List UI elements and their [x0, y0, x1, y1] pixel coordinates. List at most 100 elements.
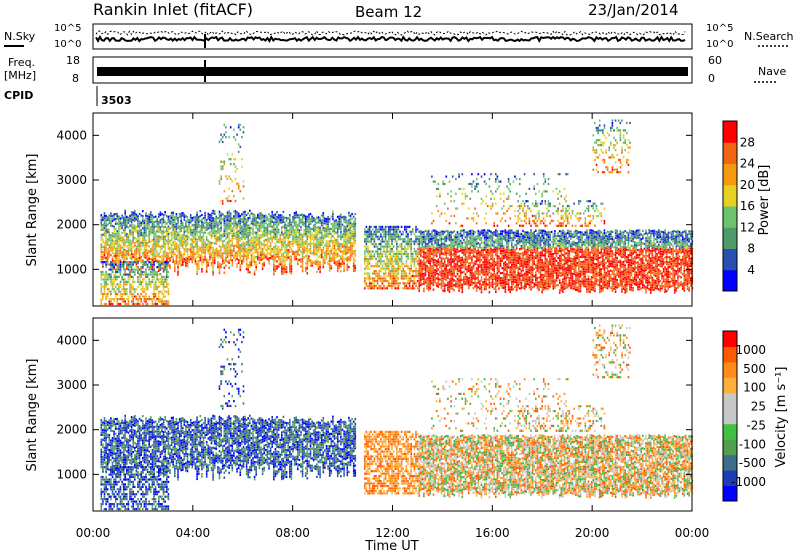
power-cell — [458, 250, 460, 253]
power-cell — [483, 261, 486, 264]
power-cell — [162, 280, 165, 283]
power-cell — [300, 243, 302, 246]
power-cell — [106, 278, 109, 281]
power-cell — [116, 244, 119, 247]
power-cell — [247, 251, 249, 254]
power-cell — [410, 230, 412, 233]
power-cell — [412, 284, 414, 287]
power-cell — [182, 261, 184, 264]
power-cell — [126, 257, 128, 260]
power-cell — [119, 249, 122, 252]
power-cell — [180, 229, 182, 232]
power-cell — [388, 228, 390, 231]
power-cell — [488, 249, 491, 252]
power-cell — [164, 285, 166, 288]
power-cell — [114, 222, 117, 225]
power-cell — [265, 234, 267, 237]
power-cell — [161, 275, 163, 278]
power-cell — [162, 231, 165, 234]
power-cell — [106, 258, 109, 261]
power-cell — [257, 233, 259, 236]
power-cell — [320, 214, 323, 217]
power-cell — [261, 255, 264, 258]
power-cell — [354, 259, 357, 262]
power-cell — [461, 278, 464, 281]
power-cell — [161, 232, 163, 235]
power-cell — [140, 293, 142, 296]
power-cell — [423, 258, 425, 261]
power-cell — [344, 253, 347, 256]
power-cell — [405, 277, 408, 280]
power-cell — [352, 264, 355, 267]
power-cell — [220, 214, 222, 217]
power-cell — [284, 270, 286, 273]
power-cell — [368, 284, 371, 287]
power-cell — [284, 246, 286, 249]
power-cell — [126, 245, 128, 248]
power-cell — [432, 268, 435, 271]
power-cell — [322, 217, 325, 220]
power-cell — [118, 247, 120, 250]
power-cell — [202, 231, 205, 234]
power-cell — [250, 237, 253, 240]
power-cell — [108, 221, 111, 224]
power-cell — [129, 261, 131, 264]
power-cell — [229, 249, 232, 252]
power-cell — [424, 274, 427, 277]
power-cell — [391, 250, 393, 253]
power-cell — [282, 267, 285, 270]
power-cell — [482, 263, 484, 266]
power-cell — [108, 243, 111, 247]
power-cell — [368, 250, 371, 253]
power-cell — [191, 251, 194, 254]
power-cell — [304, 220, 307, 223]
power-cell — [367, 247, 369, 251]
power-cell — [404, 282, 406, 285]
power-cell — [113, 278, 115, 281]
power-cell — [244, 220, 246, 223]
power-cell — [201, 255, 203, 258]
power-cell — [142, 266, 144, 269]
power-cell — [174, 270, 176, 273]
power-cell — [110, 278, 112, 281]
power-cell — [383, 245, 385, 248]
power-cell — [327, 245, 329, 248]
power-cell — [447, 232, 449, 235]
power-cell — [212, 226, 214, 230]
power-cell — [161, 220, 163, 223]
power-cell — [151, 261, 154, 264]
power-cell — [443, 238, 446, 241]
power-cell — [100, 300, 103, 303]
power-cell — [174, 225, 176, 228]
power-cell — [325, 225, 328, 228]
power-cell — [402, 287, 404, 290]
power-cell — [432, 219, 435, 222]
power-cell — [322, 236, 325, 239]
power-cell — [445, 274, 448, 277]
power-cell — [469, 197, 472, 200]
power-cell — [140, 300, 142, 303]
power-cell — [290, 255, 293, 258]
power-cell — [175, 257, 178, 260]
power-cell — [242, 250, 245, 253]
power-cell — [202, 224, 205, 227]
power-cell — [439, 278, 441, 281]
power-cell — [177, 248, 179, 251]
power-cell — [185, 237, 187, 240]
power-cell — [233, 249, 235, 252]
power-cell — [130, 230, 133, 233]
power-cell — [440, 240, 443, 243]
power-cell — [439, 192, 441, 195]
power-cell — [118, 252, 120, 255]
power-cell — [170, 214, 173, 217]
power-cell — [189, 228, 192, 231]
power-cell — [458, 287, 460, 290]
power-cell — [467, 252, 470, 255]
noise-right-tick-bottom: 10^0 — [706, 39, 733, 50]
power-cell — [151, 270, 154, 274]
power-cell — [119, 222, 122, 225]
power-cell — [383, 279, 385, 283]
power-cell — [159, 245, 162, 249]
power-cell — [153, 216, 155, 219]
power-cell — [202, 248, 205, 252]
